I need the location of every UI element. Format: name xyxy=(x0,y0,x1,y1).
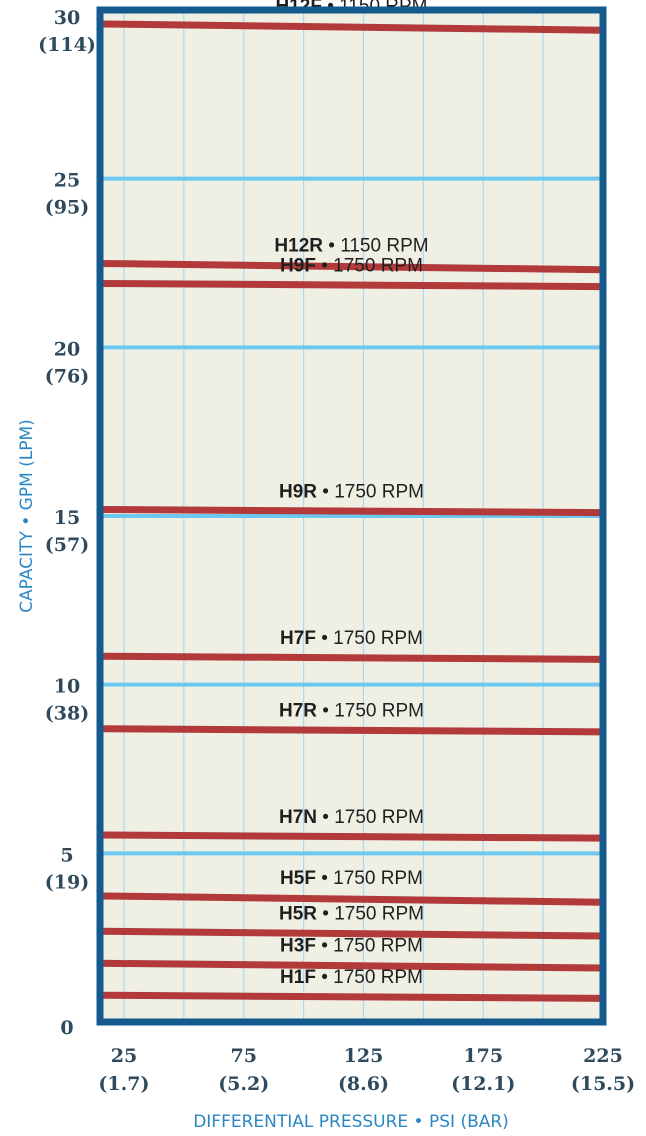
y-axis-title: CAPACITY • GPM (LPM) xyxy=(17,419,37,613)
y-tick-sublabel-25: (95) xyxy=(45,197,89,219)
series-label-h5f: H5F • 1750 RPM xyxy=(280,868,423,889)
y-tick-sublabel-20: (76) xyxy=(45,365,89,387)
plot-frame xyxy=(96,6,607,1026)
series-label-h5r: H5R • 1750 RPM xyxy=(279,903,424,924)
series-line-h12f xyxy=(99,20,604,34)
series-line-h9r xyxy=(99,505,604,517)
series-line-h3f xyxy=(99,959,604,972)
y-tick-label-5: 5 xyxy=(60,844,73,866)
x-tick-label-225: 225 xyxy=(583,1045,623,1067)
major-gridlines xyxy=(100,176,603,856)
x-tick-sublabel-175: (12.1) xyxy=(451,1073,515,1095)
y-tick-sublabel-15: (57) xyxy=(45,534,89,556)
y-tick-label-0: 0 xyxy=(60,1017,73,1039)
x-axis-title: DIFFERENTIAL PRESSURE • PSI (BAR) xyxy=(193,1112,509,1132)
y-tick-sublabel-10: (38) xyxy=(45,703,89,725)
series-line-h7r xyxy=(99,725,604,736)
x-tick-sublabel-125: (8.6) xyxy=(338,1073,389,1095)
y-tick-labels: 30 (114) 25 (95) 20 (76) 15 (57) 10 (38) 5 (19) 0 xyxy=(38,7,96,1039)
series-line-h5r xyxy=(99,927,604,940)
series-label-h7f: H7F • 1750 RPM xyxy=(280,628,423,649)
series-label-h9r: H9R • 1750 RPM xyxy=(279,481,424,502)
x-tick-sublabel-75: (5.2) xyxy=(218,1073,269,1095)
y-tick-label-20: 20 xyxy=(54,338,80,360)
series-label-h12r: H12R • 1150 RPM xyxy=(274,235,428,256)
series-label-h7n: H7N • 1750 RPM xyxy=(279,807,424,828)
series-label-h1f: H1F • 1750 RPM xyxy=(280,967,423,988)
x-tick-label-25: 25 xyxy=(111,1045,137,1067)
x-tick-label-75: 75 xyxy=(230,1045,256,1067)
y-tick-label-25: 25 xyxy=(54,170,80,192)
y-tick-label-15: 15 xyxy=(54,507,80,529)
y-tick-label-10: 10 xyxy=(54,676,80,698)
x-tick-sublabel-25: (1.7) xyxy=(98,1073,149,1095)
x-tick-labels: 25 (1.7) 75 (5.2) 125 (8.6) 175 (12.1) 225 (15.5) xyxy=(98,1045,635,1095)
x-tick-label-175: 175 xyxy=(463,1045,503,1067)
series-lines xyxy=(99,20,604,1002)
series-line-h12r xyxy=(99,259,604,274)
y-tick-sublabel-30: (114) xyxy=(38,34,96,56)
x-tick-label-125: 125 xyxy=(344,1045,384,1067)
series-line-h7n xyxy=(99,831,604,842)
y-tick-label-30: 30 xyxy=(54,7,80,29)
series-line-h7f xyxy=(99,652,604,663)
series-label-h3f: H3F • 1750 RPM xyxy=(280,935,423,956)
series-line-h1f xyxy=(99,991,604,1002)
series-line-h5f xyxy=(99,892,604,906)
series-label-h7r: H7R • 1750 RPM xyxy=(279,701,424,722)
series-label-h9f: H9F • 1750 RPM xyxy=(280,255,423,276)
series-line-h9f xyxy=(99,279,604,291)
x-tick-sublabel-225: (15.5) xyxy=(571,1073,635,1095)
y-tick-sublabel-5: (19) xyxy=(45,871,89,893)
